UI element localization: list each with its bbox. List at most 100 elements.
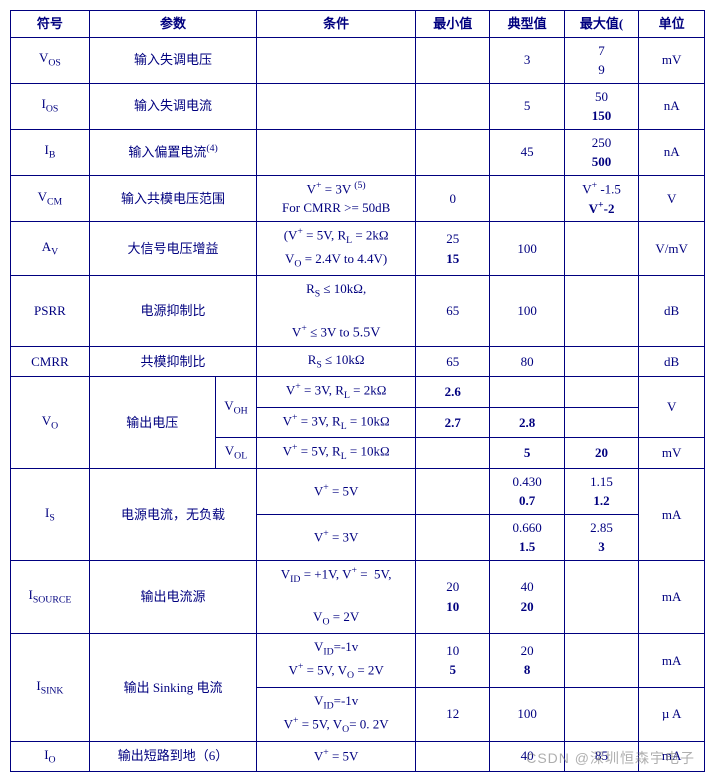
col-cond: 条件: [257, 11, 416, 38]
col-unit: 单位: [639, 11, 705, 38]
cell-typ: 0.4300.7: [490, 468, 564, 514]
cell-min: [416, 514, 490, 560]
cell-unit: mA: [639, 560, 705, 633]
cell-cond: VID = +1V, V+ = 5V,VO = 2V: [257, 560, 416, 633]
cell-unit: V: [639, 377, 705, 438]
cell-unit: dB: [639, 275, 705, 346]
cell-typ: 100: [490, 275, 564, 346]
cell-param: 输入偏置电流(4): [89, 129, 256, 175]
cell-max: [564, 275, 638, 346]
cell-typ: 100: [490, 222, 564, 276]
cell-max: [564, 346, 638, 376]
row-vo1: VO 输出电压 VOH V+ = 3V, RL = 2kΩ 2.6 V: [11, 377, 705, 408]
cell-cond: V+ = 5V: [257, 741, 416, 771]
cell-sym: VCM: [11, 175, 90, 222]
row-vos: VOS 输入失调电压 3 79 mV: [11, 37, 705, 83]
cell-unit: mA: [639, 634, 705, 688]
cell-max: 85: [564, 741, 638, 771]
cell-sym: CMRR: [11, 346, 90, 376]
cell-min: 65: [416, 275, 490, 346]
cell-param: 输入失调电流: [89, 83, 256, 129]
cell-typ: 80: [490, 346, 564, 376]
cell-cond: V+ = 3V, RL = 10kΩ: [257, 407, 416, 438]
cell-param: 电源抑制比: [89, 275, 256, 346]
cell-unit: nA: [639, 129, 705, 175]
cell-cond: V+ = 5V, RL = 10kΩ: [257, 438, 416, 469]
cell-subparam: VOL: [215, 438, 257, 469]
cell-cond: (V+ = 5V, RL = 2kΩVO = 2.4V to 4.4V): [257, 222, 416, 276]
cell-sym: IOS: [11, 83, 90, 129]
cell-sym: IO: [11, 741, 90, 771]
cell-typ: 40: [490, 741, 564, 771]
cell-typ: 5: [490, 83, 564, 129]
cell-min: [416, 83, 490, 129]
cell-min: 2010: [416, 560, 490, 633]
cell-max: [564, 560, 638, 633]
row-is1: IS 电源电流，无负载 V+ = 5V 0.4300.7 1.151.2 mA: [11, 468, 705, 514]
cell-typ: 45: [490, 129, 564, 175]
cell-typ: 0.6601.5: [490, 514, 564, 560]
cell-max: [564, 222, 638, 276]
cell-cond: [257, 129, 416, 175]
row-io: IO 输出短路到地（6） V+ = 5V 40 85 mA: [11, 741, 705, 771]
cell-typ: 5: [490, 438, 564, 469]
cell-param: 输出 Sinking 电流: [89, 634, 256, 742]
cell-cond: RS ≤ 10kΩ: [257, 346, 416, 376]
cell-min: [416, 129, 490, 175]
cell-min: 2.6: [416, 377, 490, 408]
cell-typ: 208: [490, 634, 564, 688]
cell-param: 输入共模电压范围: [89, 175, 256, 222]
cell-max: V+ -1.5V+-2: [564, 175, 638, 222]
cell-max: 2.853: [564, 514, 638, 560]
cell-sym: IB: [11, 129, 90, 175]
cell-max: 20: [564, 438, 638, 469]
cell-cond: V+ = 3V, RL = 2kΩ: [257, 377, 416, 408]
cell-max: [564, 407, 638, 438]
cell-param: 大信号电压增益: [89, 222, 256, 276]
cell-typ: 3: [490, 37, 564, 83]
cell-min: 2.7: [416, 407, 490, 438]
cell-max: 1.151.2: [564, 468, 638, 514]
cell-typ: [490, 175, 564, 222]
cell-cond: [257, 83, 416, 129]
cell-cond: V+ = 5V: [257, 468, 416, 514]
spec-table: 符号 参数 条件 最小值 典型值 最大值( 单位 VOS 输入失调电压 3 79…: [10, 10, 705, 772]
header-row: 符号 参数 条件 最小值 典型值 最大值( 单位: [11, 11, 705, 38]
cell-typ: [490, 377, 564, 408]
row-psrr: PSRR 电源抑制比 RS ≤ 10kΩ,V+ ≤ 3V to 5.5V 65 …: [11, 275, 705, 346]
cell-min: 2515: [416, 222, 490, 276]
row-isink1: ISINK 输出 Sinking 电流 VID=-1vV+ = 5V, VO =…: [11, 634, 705, 688]
cell-subparam: VOH: [215, 377, 257, 438]
cell-sym: IS: [11, 468, 90, 560]
row-isource: ISOURCE 输出电流源 VID = +1V, V+ = 5V,VO = 2V…: [11, 560, 705, 633]
cell-max: 250500: [564, 129, 638, 175]
cell-cond: VID=-1vV+ = 5V, VO= 0. 2V: [257, 687, 416, 741]
cell-sym: VO: [11, 377, 90, 469]
col-min: 最小值: [416, 11, 490, 38]
cell-min: 65: [416, 346, 490, 376]
cell-cond: VID=-1vV+ = 5V, VO = 2V: [257, 634, 416, 688]
cell-unit: V: [639, 175, 705, 222]
cell-sym: AV: [11, 222, 90, 276]
cell-unit: µ A: [639, 687, 705, 741]
cell-min: 12: [416, 687, 490, 741]
cell-max: [564, 634, 638, 688]
col-param: 参数: [89, 11, 256, 38]
cell-unit: mV: [639, 37, 705, 83]
cell-min: [416, 468, 490, 514]
cell-max: 50150: [564, 83, 638, 129]
row-ios: IOS 输入失调电流 5 50150 nA: [11, 83, 705, 129]
cell-max: [564, 687, 638, 741]
cell-param: 输出短路到地（6）: [89, 741, 256, 771]
row-av: AV 大信号电压增益 (V+ = 5V, RL = 2kΩVO = 2.4V t…: [11, 222, 705, 276]
cell-param: 输出电压: [89, 377, 215, 469]
cell-min: 0: [416, 175, 490, 222]
col-max: 最大值(: [564, 11, 638, 38]
cell-sym: ISOURCE: [11, 560, 90, 633]
cell-param: 输入失调电压: [89, 37, 256, 83]
cell-cond: [257, 37, 416, 83]
cell-min: [416, 37, 490, 83]
col-typ: 典型值: [490, 11, 564, 38]
col-symbol: 符号: [11, 11, 90, 38]
cell-param: 电源电流，无负载: [89, 468, 256, 560]
